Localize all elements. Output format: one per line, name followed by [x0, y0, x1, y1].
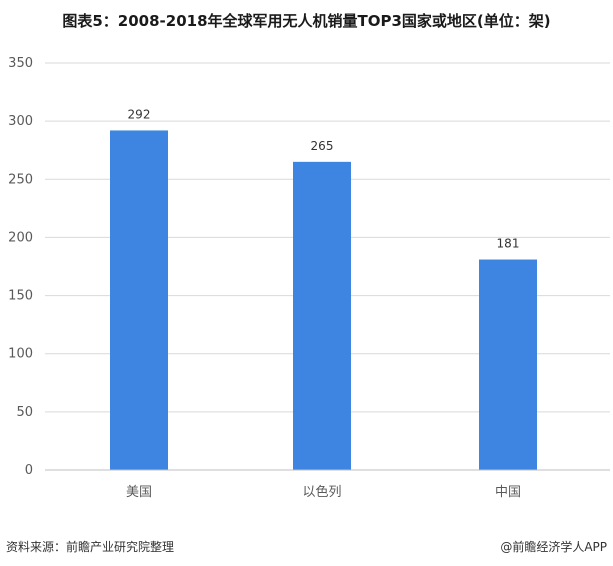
x-axis-ticks: 美国 以色列 中国 — [126, 484, 521, 500]
y-tick-label-300: 300 — [8, 114, 33, 129]
bar-3 — [479, 259, 537, 470]
y-tick-label-100: 100 — [8, 347, 33, 362]
data-labels: 292 265 181 — [128, 107, 520, 250]
y-tick-label-350: 350 — [8, 56, 33, 71]
bars — [110, 130, 537, 471]
x-tick-label-1: 美国 — [126, 485, 152, 500]
data-label-2: 265 — [311, 139, 334, 153]
x-tick-label-2: 以色列 — [302, 484, 341, 500]
bar-2 — [293, 161, 351, 471]
credit-note: @前瞻经济学人APP — [500, 540, 607, 554]
data-label-3: 181 — [497, 237, 520, 251]
bar-chart: 0 50 100 150 200 250 300 350 292 265 181 美国 以色列 中国 — [8, 56, 610, 500]
data-label-1: 292 — [128, 107, 151, 121]
y-tick-label-200: 200 — [8, 230, 33, 245]
chart-title: 图表5：2008-2018年全球军用无人机销量TOP3国家或地区(单位：架) — [62, 12, 551, 30]
y-tick-label-0: 0 — [25, 463, 33, 478]
source-note: 资料来源：前瞻产业研究院整理 — [6, 540, 175, 554]
y-axis-ticks: 0 50 100 150 200 250 300 350 — [8, 56, 33, 478]
y-tick-label-50: 50 — [16, 405, 33, 420]
y-tick-label-250: 250 — [8, 172, 33, 187]
y-tick-label-150: 150 — [8, 289, 33, 304]
x-tick-label-3: 中国 — [495, 485, 521, 500]
bar-1 — [110, 130, 168, 470]
